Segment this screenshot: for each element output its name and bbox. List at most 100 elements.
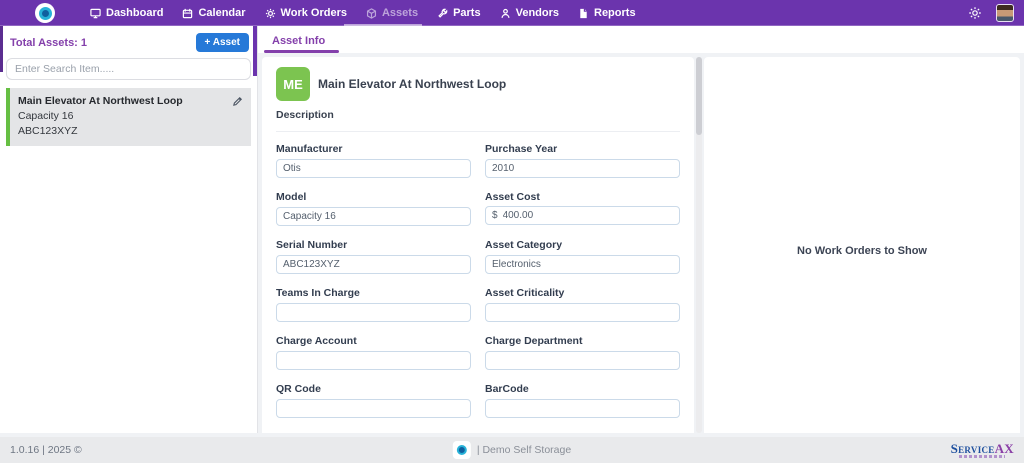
field-label: Purchase Year — [485, 143, 558, 155]
field-label: Asset Criticality — [485, 287, 565, 299]
nav-label: Calendar — [198, 7, 246, 19]
field-label: Teams In Charge — [276, 287, 360, 299]
field-label: Asset Category — [485, 239, 563, 251]
nav-item-reports[interactable]: Reports — [578, 0, 636, 26]
search-input[interactable] — [6, 58, 251, 80]
field-label: QR Code — [276, 383, 321, 395]
currency-prefix: $ — [492, 210, 498, 221]
field-label: Charge Department — [485, 335, 583, 347]
field-asset-cost: Asset Cost $ — [485, 191, 680, 226]
gear-icon — [969, 7, 981, 19]
reports-icon — [580, 8, 587, 18]
asset-title: Main Elevator At Northwest Loop — [318, 77, 507, 91]
add-asset-button[interactable]: + Asset — [195, 33, 249, 52]
footer-bar: 1.0.16 | 2025 © | Demo Self Storage Serv… — [0, 437, 1024, 463]
calendar-icon — [183, 8, 193, 18]
vendors-icon — [501, 8, 510, 18]
main-nav: Dashboard Calendar Work Orders Assets Pa… — [90, 0, 636, 26]
model-input[interactable] — [276, 207, 471, 226]
pencil-icon — [233, 96, 243, 106]
field-label: Asset Cost — [485, 191, 540, 203]
left-scrollbar-thumb[interactable] — [0, 26, 3, 72]
tab-asset-info[interactable]: Asset Info — [263, 35, 340, 53]
field-label: Charge Account — [276, 335, 357, 347]
barcode-input[interactable] — [485, 399, 680, 418]
asset-cost-input[interactable] — [502, 207, 673, 224]
work-orders-panel: No Work Orders to Show — [704, 57, 1020, 433]
field-serial-number: Serial Number — [276, 239, 471, 274]
description-label: Description — [276, 109, 680, 132]
field-qr-code: QR Code — [276, 383, 471, 418]
asset-item-model: Capacity 16 — [18, 110, 74, 122]
field-asset-category: Asset Category — [485, 239, 680, 274]
no-work-orders-message: No Work Orders to Show — [797, 245, 927, 257]
assets-sidebar: Total Assets: 1 + Asset Main Elevator At… — [0, 26, 258, 433]
sidebar-scrollbar-thumb[interactable] — [253, 26, 257, 76]
asset-item-serial: ABC123XYZ — [18, 125, 78, 137]
field-charge-department: Charge Department — [485, 335, 680, 370]
nav-label: Reports — [594, 7, 636, 19]
field-barcode: BarCode — [485, 383, 680, 418]
asset-item-title: Main Elevator At Northwest Loop — [18, 95, 183, 107]
settings-button[interactable] — [968, 6, 982, 20]
total-assets-label: Total Assets: 1 — [10, 36, 88, 49]
nav-label: Vendors — [515, 7, 559, 19]
brand-service-text: Service — [950, 440, 995, 456]
asset-form: Manufacturer Purchase Year Model As — [276, 143, 680, 431]
qr-code-input[interactable] — [276, 399, 471, 418]
company-label: | Demo Self Storage — [476, 444, 572, 456]
field-label: Serial Number — [276, 239, 348, 251]
footer-company-group: | Demo Self Storage — [452, 441, 572, 459]
field-model: Model — [276, 191, 471, 226]
main-content: Asset Info ME Main Elevator At Northwest… — [258, 26, 1024, 433]
nav-item-vendors[interactable]: Vendors — [500, 0, 559, 26]
asset-list-item[interactable]: Main Elevator At Northwest Loop Capacity… — [6, 88, 251, 146]
top-navbar: Dashboard Calendar Work Orders Assets Pa… — [0, 0, 1024, 26]
app-logo[interactable] — [0, 3, 90, 23]
charge-account-input[interactable] — [276, 351, 471, 370]
purchase-year-input[interactable] — [485, 159, 680, 178]
field-teams-in-charge: Teams In Charge — [276, 287, 471, 322]
sidebar-header: Total Assets: 1 + Asset — [6, 31, 251, 58]
form-scrollbar[interactable] — [696, 57, 702, 433]
user-avatar[interactable] — [996, 4, 1014, 22]
nav-right-actions — [968, 4, 1014, 22]
field-label: BarCode — [485, 383, 529, 395]
brand-ax-text: AX — [994, 440, 1014, 456]
field-manufacturer: Manufacturer — [276, 143, 471, 178]
field-charge-account: Charge Account — [276, 335, 471, 370]
edit-asset-button[interactable] — [232, 94, 243, 112]
nav-label: Dashboard — [106, 7, 164, 19]
nav-label: Work Orders — [280, 7, 347, 19]
nav-item-assets[interactable]: Assets — [343, 0, 423, 26]
work-orders-icon — [265, 8, 275, 18]
brand-logo: ServiceAX — [950, 440, 1014, 458]
asset-info-card: ME Main Elevator At Northwest Loop Descr… — [262, 57, 694, 433]
nav-item-calendar[interactable]: Calendar — [182, 0, 246, 26]
manufacturer-input[interactable] — [276, 159, 471, 178]
asset-criticality-input[interactable] — [485, 303, 680, 322]
dashboard-icon — [90, 8, 101, 18]
field-label: Model — [276, 191, 307, 203]
page-body: Total Assets: 1 + Asset Main Elevator At… — [0, 26, 1024, 437]
brand-tagline — [959, 454, 1006, 458]
nav-item-dashboard[interactable]: Dashboard — [90, 0, 163, 26]
tab-bar: Asset Info — [258, 26, 1024, 53]
field-asset-criticality: Asset Criticality — [485, 287, 680, 322]
serial-number-input[interactable] — [276, 255, 471, 274]
asset-category-input[interactable] — [485, 255, 680, 274]
nav-item-work-orders[interactable]: Work Orders — [265, 0, 347, 26]
teams-in-charge-input[interactable] — [276, 303, 471, 322]
assets-icon — [366, 7, 377, 19]
charge-department-input[interactable] — [485, 351, 680, 370]
field-purchase-year: Purchase Year — [485, 143, 680, 178]
footer-logo-icon — [452, 441, 471, 459]
nav-label: Assets — [381, 7, 419, 19]
app-logo-icon — [35, 3, 55, 23]
asset-cost-input-wrap: $ — [485, 206, 680, 225]
parts-icon — [438, 8, 448, 18]
nav-item-parts[interactable]: Parts — [437, 0, 481, 26]
panels-row: ME Main Elevator At Northwest Loop Descr… — [258, 53, 1024, 433]
version-label: 1.0.16 | 2025 © — [10, 444, 82, 456]
